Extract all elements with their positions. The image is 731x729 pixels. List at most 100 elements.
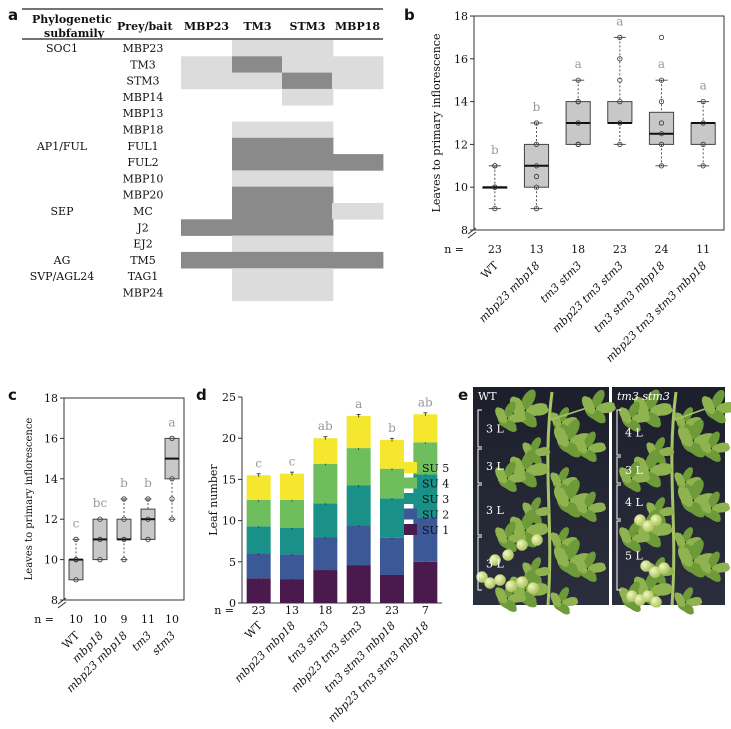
box — [649, 112, 673, 144]
prey-name: MBP18 — [123, 124, 164, 137]
n-value: 7 — [422, 604, 429, 617]
header-prey-bait: Prey/bait — [117, 20, 173, 33]
prey-name: TM3 — [130, 58, 156, 71]
stacked-bar-segment — [313, 537, 337, 570]
panel-a-label: a — [8, 6, 18, 24]
interaction-cell — [282, 170, 333, 187]
n-value: 23 — [613, 243, 627, 256]
legend-label: SU 1 — [422, 524, 449, 537]
stacked-bar-segment — [347, 526, 371, 566]
stacked-bar-segment — [313, 464, 337, 504]
significance-letter: b — [491, 143, 499, 157]
significance-letter: ab — [418, 395, 433, 409]
stacked-bar-segment — [347, 485, 371, 525]
fruit — [485, 578, 496, 589]
stacked-bar-segment — [247, 475, 271, 500]
bracket-label: 4 L — [625, 427, 643, 440]
group-label: mbp23 tm3 stm3 — [550, 259, 626, 335]
fruit — [532, 535, 543, 546]
bracket-label: 3 L — [486, 558, 504, 571]
n-value: 10 — [93, 613, 107, 626]
stacked-bar-segment — [380, 440, 404, 469]
panel-d-y-axis-label: Leaf number — [207, 464, 220, 536]
fruit — [517, 540, 528, 551]
interaction-cell — [332, 56, 383, 73]
interaction-cell — [282, 56, 333, 73]
prey-name: MBP10 — [123, 172, 164, 185]
interaction-cell — [282, 154, 333, 171]
box — [69, 560, 83, 580]
interaction-cell — [282, 187, 333, 204]
interaction-cell — [232, 73, 283, 90]
interaction-cell — [232, 40, 283, 57]
stacked-bar-segment — [313, 570, 337, 603]
interaction-cell — [232, 268, 283, 285]
y-tick-label: 12 — [44, 513, 58, 526]
box — [608, 102, 632, 123]
panel-d-legend: SU 5SU 4SU 3SU 2SU 1 — [404, 462, 449, 537]
data-point — [659, 35, 663, 39]
significance-letter: c — [255, 456, 262, 470]
prey-name: MC — [133, 205, 153, 218]
box — [117, 519, 131, 539]
panel-c-boxplot: c Leaves to primary inflorescence 810121… — [8, 386, 184, 695]
subfamily-name: SEP — [51, 205, 75, 218]
interaction-cell — [181, 73, 232, 90]
legend-swatch — [404, 478, 417, 489]
legend-swatch — [404, 524, 417, 535]
photo-mutant-title: tm3 stm3 — [617, 390, 670, 403]
significance-letter: a — [355, 397, 362, 411]
interaction-cell — [332, 154, 383, 171]
panel-b-y-axis-label: Leaves to primary inflorescence — [430, 34, 443, 213]
y-tick-label: 8 — [461, 224, 468, 237]
y-tick-label: 20 — [222, 432, 236, 445]
panel-e-label: e — [458, 386, 468, 404]
n-value: 23 — [352, 604, 366, 617]
panel-a-interaction-table: a Phylogenetic subfamily Prey/bait MBP23… — [8, 6, 383, 301]
fruit — [517, 577, 528, 588]
significance-letter: bc — [93, 496, 108, 510]
n-prefix: n = — [214, 604, 234, 617]
bait-header: TM3 — [243, 20, 271, 33]
significance-letter: a — [658, 57, 665, 71]
interaction-cell — [232, 56, 283, 73]
y-tick-label: 5 — [229, 556, 236, 569]
legend-label: SU 3 — [422, 493, 449, 506]
n-value: 10 — [69, 613, 83, 626]
prey-name: MBP24 — [123, 287, 164, 300]
n-value: 18 — [318, 604, 332, 617]
y-tick-label: 10 — [44, 554, 58, 567]
box — [141, 509, 155, 539]
n-value: 9 — [121, 613, 128, 626]
n-value: 23 — [488, 243, 502, 256]
significance-letter: a — [168, 415, 175, 429]
interaction-cell — [282, 285, 333, 302]
prey-name: EJ2 — [133, 238, 152, 251]
fruit — [528, 583, 539, 594]
significance-letter: b — [533, 100, 541, 114]
category-label: WT — [242, 618, 265, 641]
stacked-bar-segment — [313, 503, 337, 537]
bracket-label: 4 L — [625, 496, 643, 509]
significance-letter: a — [616, 14, 623, 28]
stacked-bar-segment — [413, 414, 437, 442]
significance-letter: a — [575, 57, 582, 71]
n-value: 18 — [571, 243, 585, 256]
fruit — [651, 597, 662, 608]
interaction-cell — [232, 170, 283, 187]
header-subfamily-line1: Phylogenetic — [32, 13, 112, 26]
legend-swatch — [404, 462, 417, 473]
significance-letter: a — [700, 79, 707, 93]
n-value: 11 — [141, 613, 155, 626]
interaction-cell — [332, 203, 383, 220]
prey-name: J2 — [136, 221, 148, 234]
interaction-cell — [232, 122, 283, 139]
interaction-cell — [282, 268, 333, 285]
legend-label: SU 5 — [422, 462, 449, 475]
y-tick-label: 16 — [454, 53, 468, 66]
